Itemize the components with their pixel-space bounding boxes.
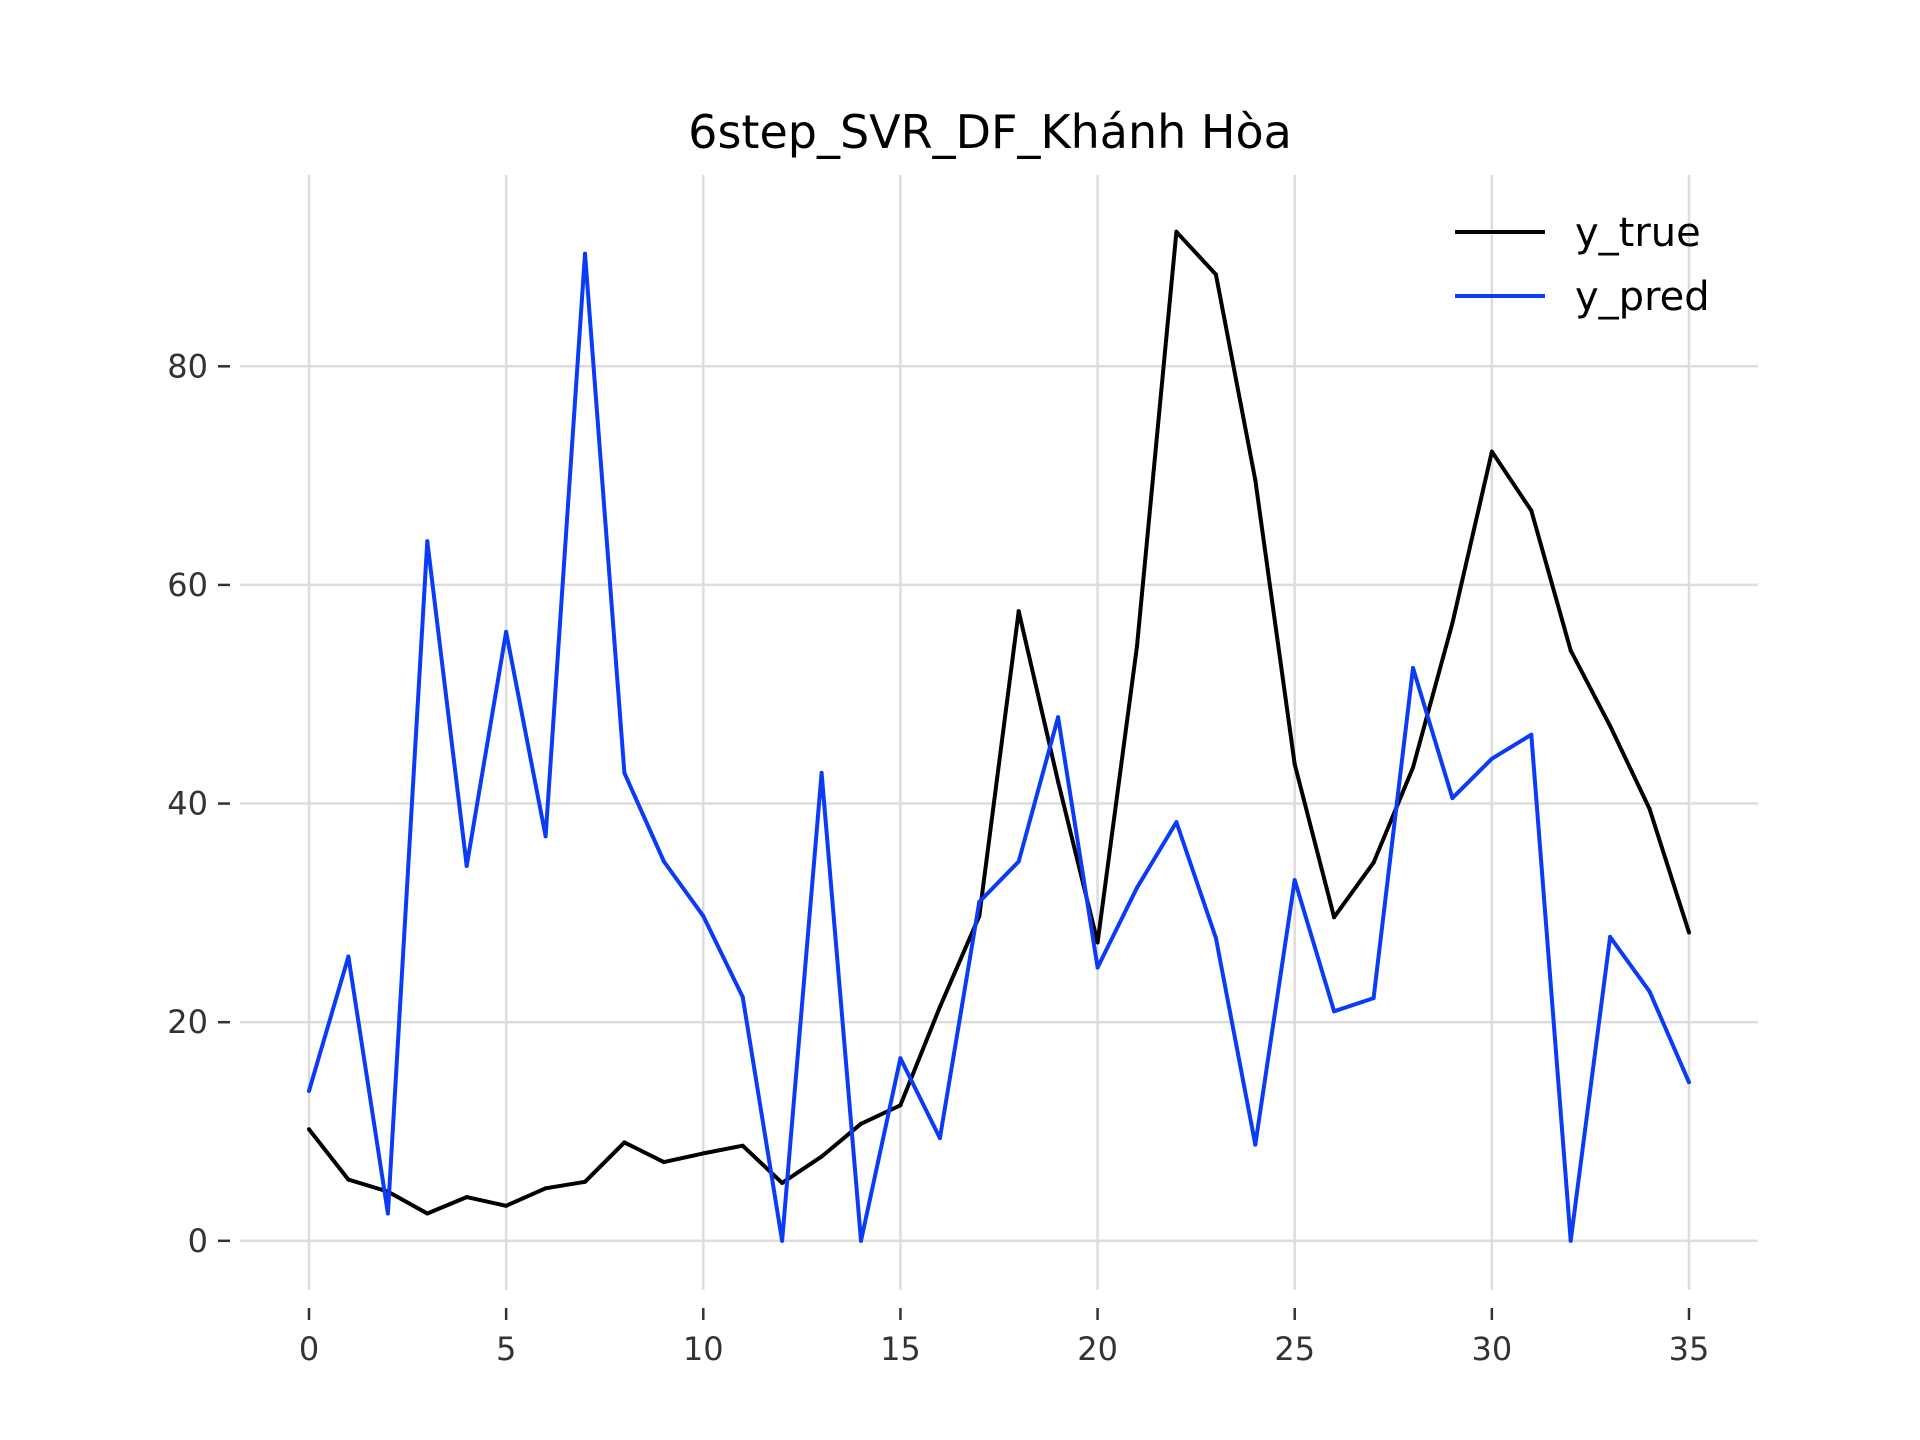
data-point — [1213, 936, 1218, 940]
x-tick-label: 35 — [1669, 1330, 1710, 1368]
data-point — [425, 539, 430, 544]
data-point — [1174, 229, 1179, 234]
data-point — [1174, 820, 1179, 825]
x-tick-label: 5 — [496, 1330, 516, 1368]
y-tick-label: 60 — [167, 566, 208, 604]
data-point — [346, 954, 351, 959]
data-point — [740, 995, 745, 999]
data-point — [1095, 940, 1100, 945]
series-lines — [307, 229, 1691, 1243]
data-point — [1568, 648, 1573, 653]
data-point — [1608, 934, 1613, 939]
data-point — [1371, 860, 1376, 865]
x-tick-label: 30 — [1471, 1330, 1512, 1368]
data-point — [1253, 1142, 1258, 1147]
data-point — [307, 1089, 311, 1093]
data-point — [661, 1160, 666, 1165]
data-point — [1489, 449, 1494, 454]
x-tick-label: 20 — [1077, 1330, 1118, 1368]
data-point — [1647, 989, 1652, 994]
data-point — [583, 251, 587, 256]
data-point — [622, 1140, 627, 1145]
data-point — [937, 1004, 942, 1009]
data-point — [583, 1179, 587, 1184]
data-point — [701, 914, 706, 919]
data-point — [1371, 996, 1376, 1001]
data-point — [859, 1238, 863, 1243]
series-line-y-true — [307, 229, 1691, 1216]
data-point — [1450, 796, 1455, 801]
data-point — [1608, 723, 1613, 728]
data-point — [937, 1136, 942, 1141]
data-point — [1529, 508, 1534, 513]
data-point — [464, 1195, 469, 1200]
data-point — [543, 834, 548, 839]
data-point — [1647, 807, 1652, 811]
x-tick-label: 25 — [1274, 1330, 1315, 1368]
data-point — [1450, 621, 1455, 626]
data-point — [1253, 478, 1258, 482]
data-point — [1213, 272, 1218, 277]
data-point — [1292, 762, 1297, 767]
data-point — [740, 1143, 745, 1148]
data-point — [977, 899, 982, 904]
x-tick-label: 0 — [299, 1330, 319, 1368]
data-point — [1135, 644, 1139, 649]
data-point — [1056, 715, 1061, 720]
data-point — [1332, 915, 1337, 920]
data-point — [1687, 1080, 1691, 1085]
data-point — [1411, 765, 1415, 770]
data-point — [859, 1121, 863, 1126]
y-tick-label: 0 — [188, 1222, 208, 1260]
data-point — [1292, 878, 1297, 883]
data-point — [622, 770, 627, 775]
data-point — [780, 1180, 785, 1185]
data-point — [1489, 756, 1494, 761]
data-point — [898, 1056, 903, 1061]
data-point — [1411, 666, 1415, 670]
data-point — [1135, 885, 1139, 890]
data-point — [1687, 930, 1691, 935]
y-tick-label: 20 — [167, 1003, 208, 1041]
grid — [240, 175, 1758, 1290]
data-point — [543, 1186, 548, 1191]
legend-label: y_true — [1575, 210, 1701, 256]
data-point — [701, 1151, 706, 1156]
data-point — [1568, 1238, 1573, 1243]
data-point — [504, 629, 509, 634]
data-point — [819, 1154, 824, 1159]
data-point — [1095, 965, 1100, 970]
data-point — [1529, 732, 1534, 737]
data-point — [898, 1103, 903, 1108]
series-points-y-pred — [307, 251, 1691, 1243]
x-tick-label: 10 — [683, 1330, 724, 1368]
data-point — [504, 1203, 509, 1208]
chart-title: 6step_SVR_DF_Khánh Hòa — [688, 105, 1292, 159]
data-point — [464, 863, 469, 868]
data-point — [307, 1127, 311, 1132]
data-point — [1016, 609, 1021, 614]
data-point — [385, 1211, 390, 1216]
y-tick-label: 40 — [167, 785, 208, 823]
data-point — [819, 770, 824, 775]
series-line-y-pred — [307, 251, 1691, 1243]
data-point — [661, 859, 666, 864]
x-tick-label: 15 — [880, 1330, 921, 1368]
data-point — [346, 1177, 351, 1182]
legend: y_true y_pred — [1455, 210, 1710, 320]
series-points-y-true — [307, 229, 1691, 1216]
data-point — [1016, 859, 1021, 864]
data-point — [780, 1238, 785, 1243]
data-point — [1332, 1009, 1337, 1014]
data-point — [1056, 779, 1061, 784]
y-tick-label: 80 — [167, 347, 208, 385]
data-point — [425, 1211, 430, 1216]
axis-ticks: 0 5 10 15 20 25 30 35 0 20 40 60 80 — [167, 347, 1709, 1368]
legend-label: y_pred — [1575, 274, 1710, 320]
